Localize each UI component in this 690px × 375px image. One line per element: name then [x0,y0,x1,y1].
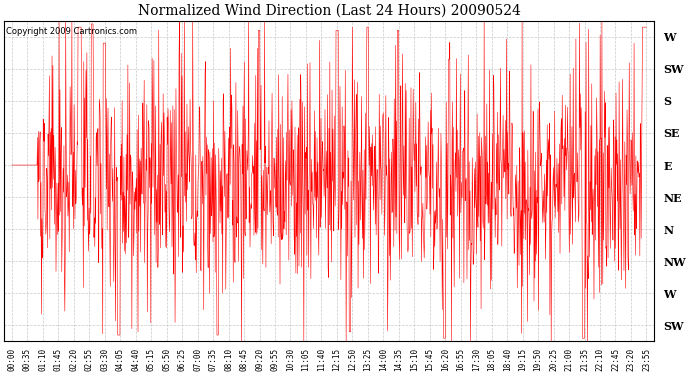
Title: Normalized Wind Direction (Last 24 Hours) 20090524: Normalized Wind Direction (Last 24 Hours… [138,4,521,18]
Text: Copyright 2009 Cartronics.com: Copyright 2009 Cartronics.com [6,27,137,36]
